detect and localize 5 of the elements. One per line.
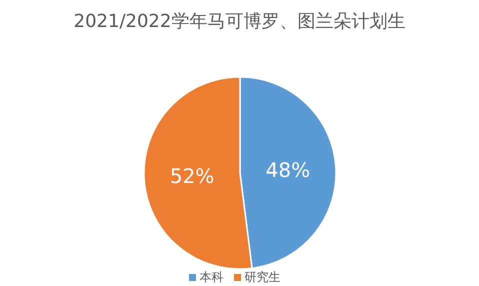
chart-title: 2021/2022学年马可博罗、图兰朵计划生	[72, 10, 406, 34]
data-label: 48%	[266, 158, 310, 182]
data-label: 52%	[170, 164, 214, 188]
legend-label: 研究生	[244, 270, 280, 284]
legend-label: 本科	[200, 270, 224, 284]
